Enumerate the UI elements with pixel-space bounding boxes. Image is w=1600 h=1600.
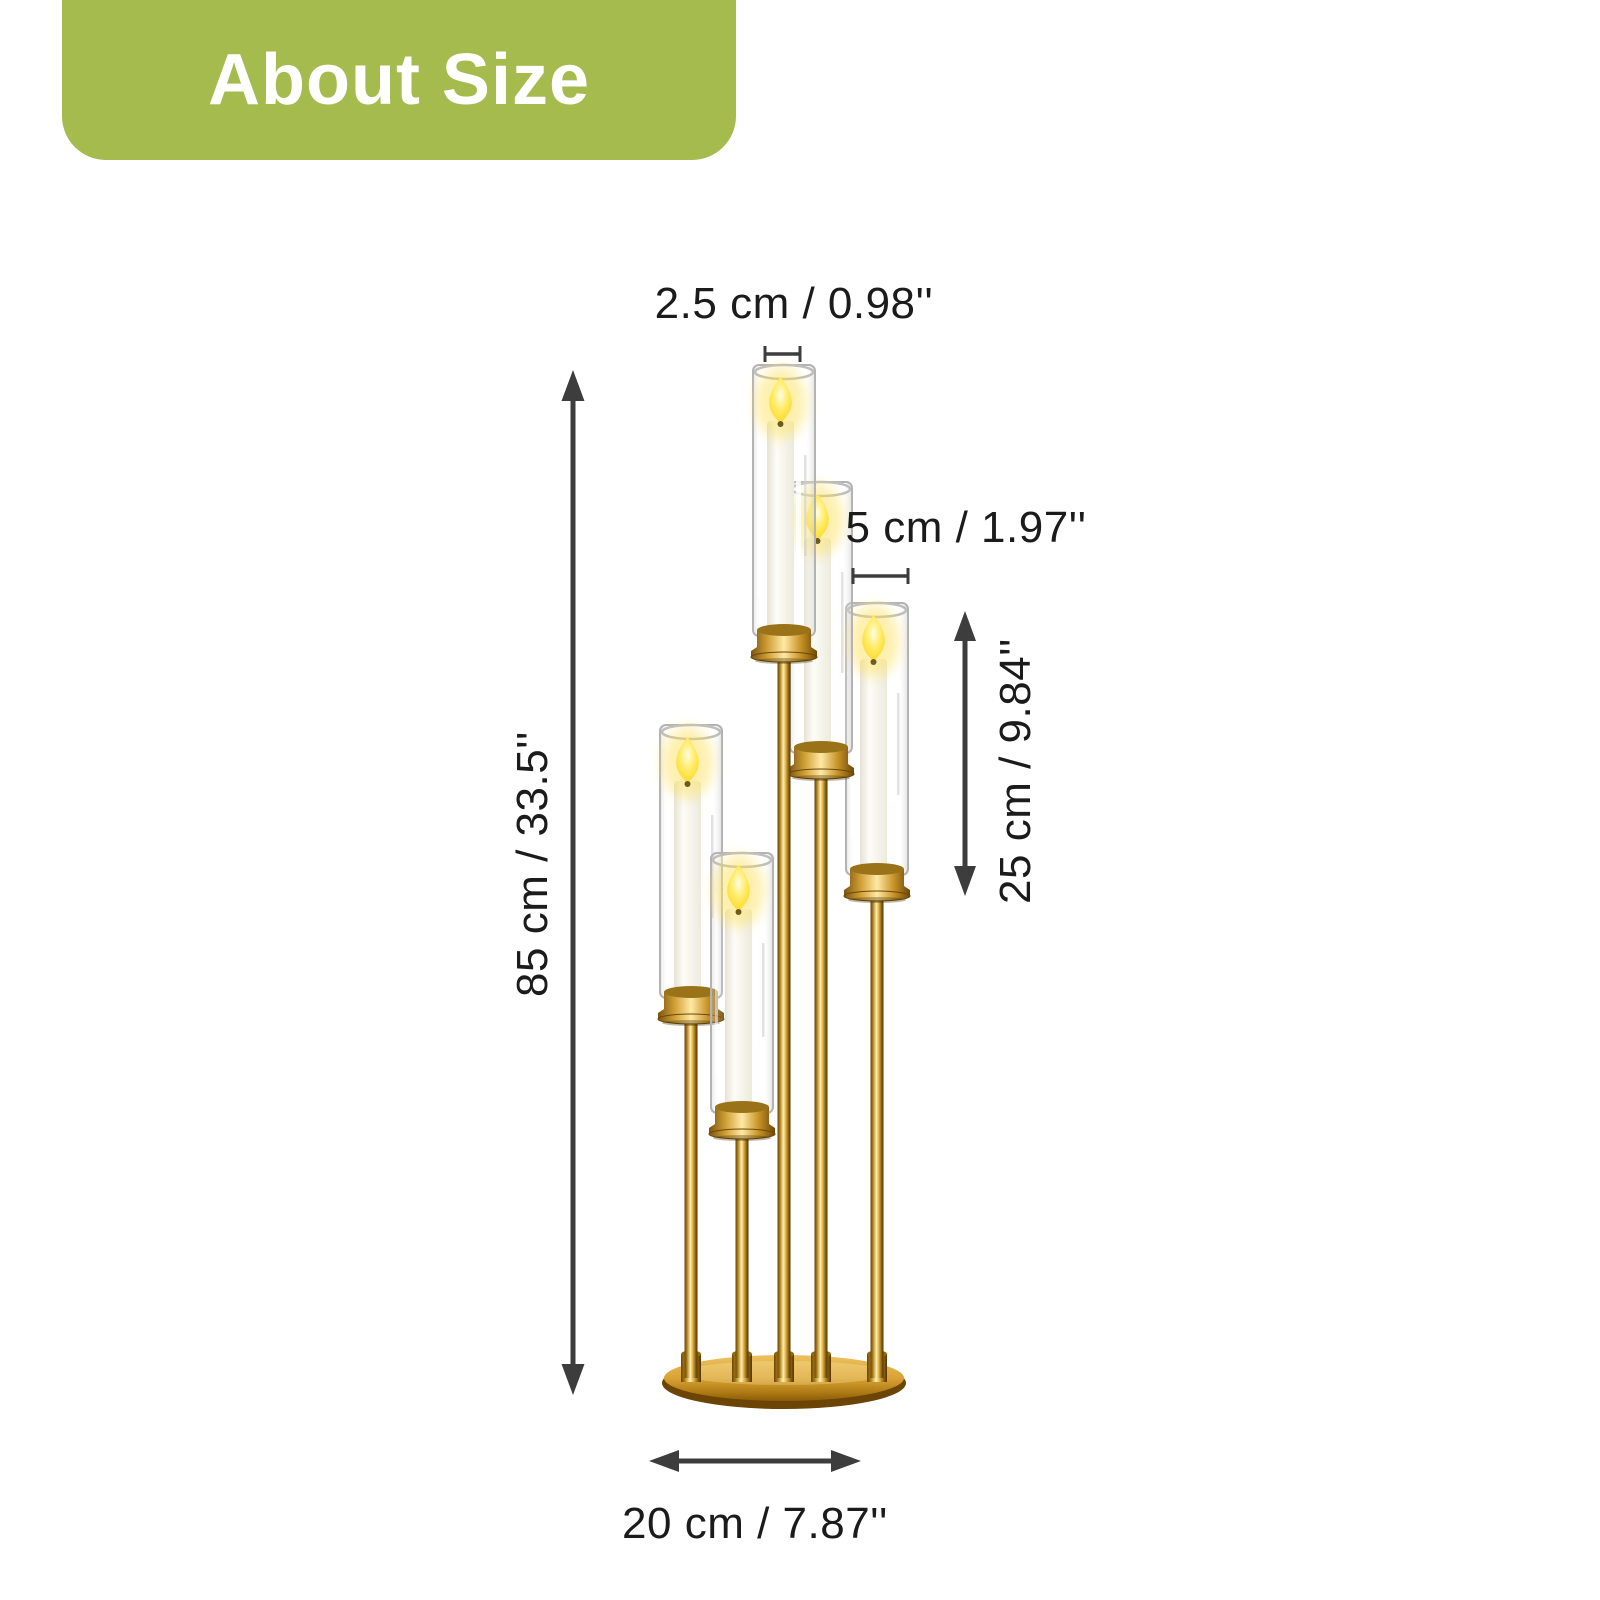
arrow-total-height (561, 370, 585, 1395)
wick (870, 659, 877, 665)
label-shade-height: 25 cm / 9.84'' (991, 638, 1040, 904)
stem (870, 897, 884, 1378)
wick (735, 909, 742, 915)
stem (684, 1020, 698, 1378)
label-candle-diameter: 2.5 cm / 0.98'' (654, 279, 934, 328)
stem (777, 658, 791, 1378)
label-shade-diameter: 5 cm / 1.97'' (845, 503, 1087, 552)
tick-candle-diameter (763, 346, 802, 362)
wick (777, 421, 784, 427)
candle (767, 421, 794, 634)
candle-cup (843, 863, 911, 903)
header-badge: About Size (62, 0, 736, 160)
candle (674, 781, 701, 996)
candle (860, 659, 887, 873)
candle (725, 909, 752, 1111)
stem (735, 1135, 749, 1378)
candle-arm-4 (657, 723, 725, 1378)
stem (814, 775, 828, 1378)
arrow-shade-height (954, 611, 976, 896)
header-title: About Size (208, 40, 590, 120)
candle-arm-5 (708, 851, 776, 1378)
label-base-diameter: 20 cm / 7.87'' (622, 1499, 888, 1548)
candle-cup (708, 1101, 776, 1141)
candle-arm-2 (787, 480, 855, 1378)
flame-icon (862, 615, 885, 661)
tick-shade-diameter (851, 568, 910, 584)
flame-icon (676, 737, 699, 783)
flame-icon (727, 865, 750, 911)
candle-arm-1 (750, 363, 818, 1378)
candle-cup (657, 986, 725, 1026)
candle-cup (787, 741, 855, 781)
candle-cup (750, 624, 818, 664)
dimension-lines (561, 346, 976, 1472)
label-total-height: 85 cm / 33.5'' (508, 731, 557, 997)
flame-icon (769, 377, 792, 423)
wick (684, 781, 691, 787)
arrow-base-diameter (649, 1450, 861, 1472)
candle-arm-3 (843, 601, 911, 1378)
